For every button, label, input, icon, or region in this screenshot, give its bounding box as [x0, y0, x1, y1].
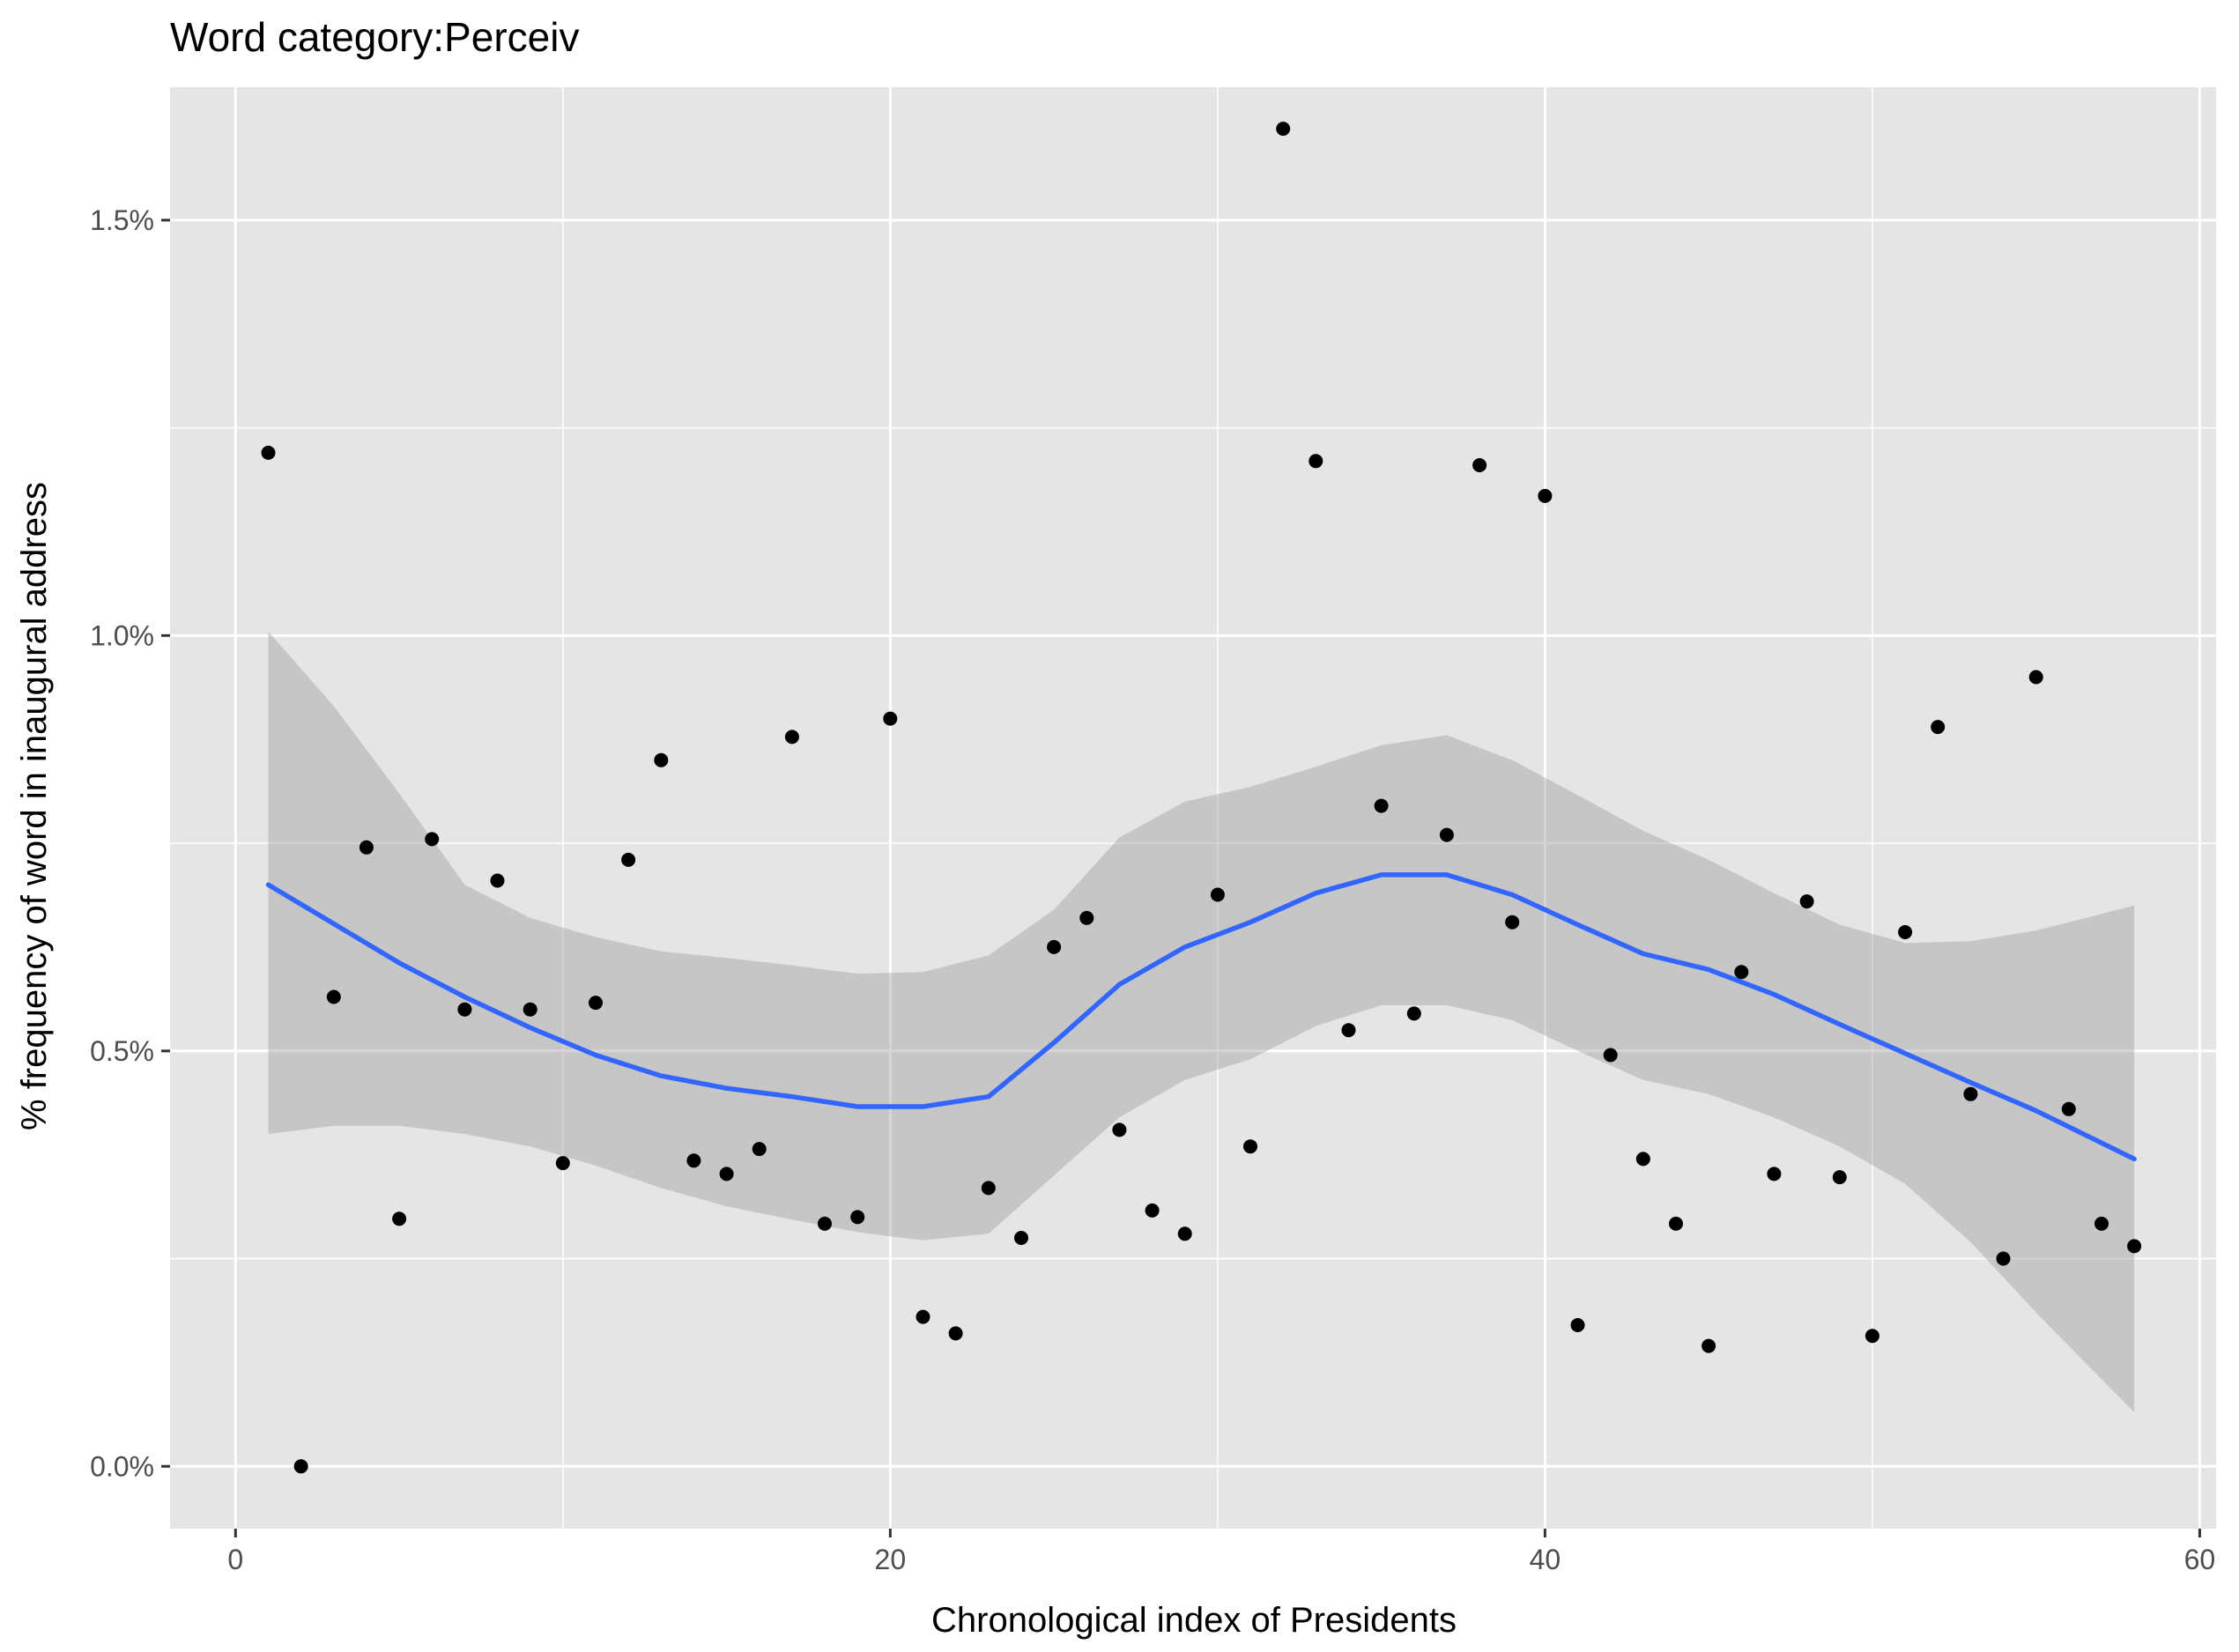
data-point	[392, 1211, 407, 1226]
x-tick-label: 40	[1530, 1544, 1561, 1575]
data-point	[1014, 1231, 1028, 1245]
data-point	[1701, 1338, 1716, 1353]
data-point	[1832, 1170, 1847, 1185]
data-point	[1767, 1167, 1782, 1182]
data-point	[686, 1153, 701, 1168]
data-point	[326, 989, 341, 1004]
y-tick-label: 0.0%	[90, 1450, 154, 1482]
data-point	[589, 996, 603, 1011]
data-point	[1635, 1152, 1650, 1167]
data-point	[359, 840, 374, 855]
data-point	[752, 1142, 767, 1157]
data-point	[2094, 1216, 2109, 1231]
data-point	[1177, 1226, 1192, 1241]
data-point	[1309, 454, 1323, 469]
y-tick-label: 0.5%	[90, 1035, 154, 1067]
data-point	[981, 1181, 996, 1196]
data-point	[1996, 1251, 2011, 1266]
data-point	[490, 873, 505, 888]
data-point	[1112, 1122, 1127, 1137]
y-tick-label: 1.5%	[90, 204, 154, 236]
data-point	[555, 1156, 570, 1171]
data-point	[1898, 925, 1913, 939]
data-point	[1276, 122, 1291, 137]
grid-major	[170, 87, 2216, 1529]
data-point	[1931, 720, 1946, 735]
data-point	[2127, 1239, 2142, 1254]
x-axis: 0 20 40 60	[227, 1529, 2215, 1575]
plot-panel	[170, 87, 2216, 1529]
x-tick-label: 20	[875, 1544, 907, 1575]
data-point	[621, 852, 636, 867]
data-point	[1734, 965, 1749, 980]
chart-title: Word category:Perceiv	[170, 14, 579, 60]
data-point	[1341, 1023, 1356, 1038]
x-tick-label: 0	[227, 1544, 243, 1575]
confidence-ribbon	[268, 631, 2135, 1412]
data-point	[1047, 939, 1062, 954]
data-point	[1505, 915, 1520, 930]
data-point	[1865, 1329, 1879, 1344]
data-point	[1439, 827, 1454, 842]
data-point	[523, 1002, 538, 1017]
data-point	[1210, 887, 1225, 902]
grid-minor	[170, 87, 2216, 1529]
data-point	[2061, 1101, 2076, 1116]
data-point	[1538, 488, 1553, 503]
data-point	[1570, 1318, 1585, 1332]
y-axis-title: % frequency of word in inaugural address	[15, 482, 54, 1130]
y-tick-label: 1.0%	[90, 619, 154, 651]
data-point	[818, 1216, 832, 1231]
x-axis-title: Chronological index of Presidents	[931, 1601, 1457, 1640]
data-point	[916, 1309, 930, 1324]
data-point	[784, 730, 799, 745]
data-point	[2028, 670, 2043, 685]
data-point	[850, 1210, 865, 1225]
data-point	[261, 445, 276, 460]
x-tick-label: 60	[2184, 1544, 2216, 1575]
data-point	[1079, 910, 1094, 925]
data-point	[1243, 1139, 1257, 1154]
data-point	[1963, 1086, 1978, 1101]
data-point	[1799, 894, 1814, 909]
smooth-line	[265, 872, 2137, 1162]
data-point	[654, 752, 669, 767]
data-point	[1374, 798, 1389, 813]
data-point	[948, 1326, 963, 1341]
data-point	[1669, 1216, 1683, 1231]
data-point	[1406, 1006, 1421, 1021]
data-point	[883, 711, 898, 726]
data-point	[457, 1002, 472, 1017]
data-points	[261, 122, 2142, 1474]
data-point	[719, 1167, 734, 1182]
data-point	[1603, 1048, 1618, 1063]
data-point	[1145, 1203, 1160, 1218]
data-point	[293, 1459, 308, 1474]
data-point	[425, 832, 440, 847]
data-point	[1472, 458, 1487, 472]
y-axis: 0.0% 0.5% 1.0% 1.5%	[90, 204, 170, 1482]
